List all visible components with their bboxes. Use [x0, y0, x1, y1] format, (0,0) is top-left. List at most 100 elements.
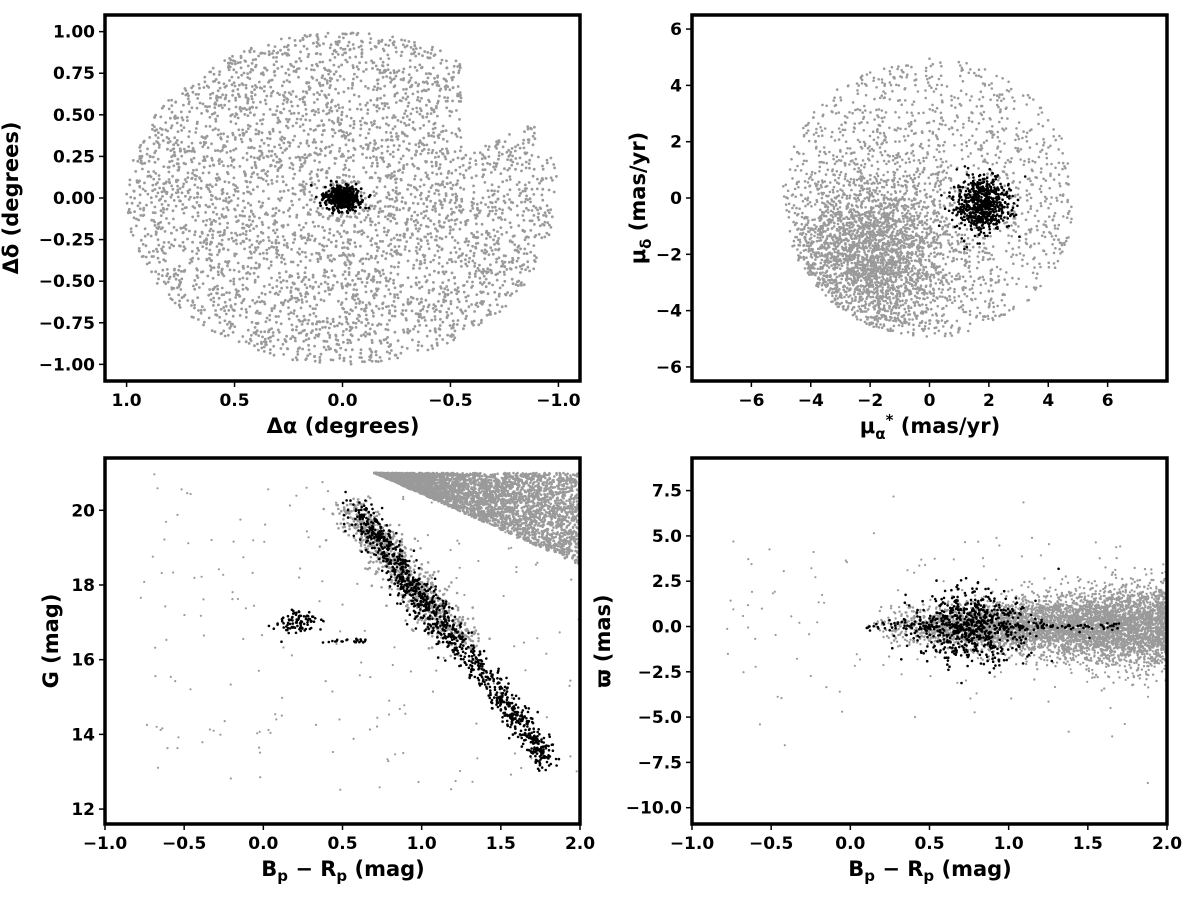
field-point — [337, 299, 340, 303]
field-point — [950, 94, 953, 98]
field-point — [484, 277, 488, 281]
field-point — [413, 174, 417, 178]
field-point — [414, 153, 417, 157]
field-point — [303, 283, 307, 286]
field-point — [417, 52, 421, 56]
field-point — [213, 106, 217, 109]
field-point — [274, 238, 278, 242]
field-point — [436, 343, 439, 347]
field-point — [490, 189, 494, 193]
field-point — [262, 350, 266, 353]
field-point — [402, 88, 405, 91]
field-point — [384, 215, 387, 219]
field-point — [1044, 253, 1048, 256]
field-point — [228, 326, 232, 330]
field-point — [128, 183, 132, 187]
field-point — [358, 302, 361, 305]
field-point — [407, 302, 410, 306]
field-point — [178, 299, 182, 303]
field-point — [316, 98, 319, 101]
field-point — [322, 299, 326, 303]
field-point — [269, 94, 273, 98]
field-point — [237, 340, 241, 344]
field-point — [241, 222, 245, 226]
field-point — [383, 294, 387, 298]
field-point — [372, 155, 375, 158]
field-point — [494, 273, 498, 276]
field-point — [295, 296, 299, 300]
field-point — [161, 268, 165, 272]
field-point — [511, 240, 514, 244]
field-point — [258, 145, 262, 148]
field-point — [837, 138, 841, 141]
field-point — [233, 115, 237, 118]
field-point — [369, 223, 373, 227]
field-point — [148, 154, 152, 158]
field-point — [282, 93, 285, 97]
field-point — [388, 344, 392, 348]
field-point — [445, 140, 449, 143]
field-point — [388, 292, 392, 296]
field-point — [391, 150, 395, 154]
field-point — [156, 222, 160, 226]
field-point — [305, 91, 309, 95]
field-point — [326, 69, 330, 72]
field-point — [500, 152, 504, 156]
field-point — [237, 76, 240, 79]
field-point — [450, 291, 453, 294]
field-point — [256, 246, 260, 249]
field-point — [324, 94, 327, 98]
field-point — [319, 352, 323, 356]
field-point — [147, 250, 151, 254]
field-point — [347, 271, 351, 274]
field-point — [532, 167, 536, 171]
field-point — [450, 131, 454, 135]
y-tick-label: −1.00 — [39, 355, 95, 375]
field-point — [318, 81, 321, 85]
field-point — [281, 52, 284, 56]
field-point — [330, 120, 334, 123]
field-point — [388, 318, 391, 322]
field-point — [533, 131, 536, 135]
field-point — [364, 285, 367, 288]
field-point — [200, 135, 204, 139]
field-point — [357, 319, 361, 323]
field-point — [451, 158, 455, 162]
field-point — [400, 345, 404, 349]
member-point — [309, 183, 313, 187]
field-point — [435, 337, 438, 341]
field-point — [374, 359, 378, 363]
field-point — [226, 261, 230, 265]
field-point — [352, 153, 355, 157]
field-point — [397, 261, 401, 264]
field-point — [364, 330, 367, 334]
field-point — [208, 125, 212, 128]
field-point — [208, 164, 212, 168]
field-point — [330, 100, 333, 104]
field-point — [480, 270, 483, 274]
member-point — [344, 190, 347, 193]
field-point — [257, 242, 261, 245]
field-point — [146, 192, 150, 196]
field-point — [325, 103, 328, 107]
field-point — [166, 147, 169, 151]
field-point — [403, 39, 407, 42]
field-point — [428, 329, 432, 333]
field-point — [979, 90, 983, 93]
field-point — [370, 338, 374, 342]
field-point — [371, 323, 374, 326]
field-point — [368, 127, 371, 131]
field-point — [383, 84, 387, 88]
field-point — [333, 48, 337, 52]
field-point — [538, 206, 542, 210]
field-point — [296, 353, 300, 356]
field-point — [276, 175, 279, 178]
field-point — [353, 72, 356, 76]
field-point — [465, 299, 468, 303]
field-point — [472, 254, 476, 258]
member-point — [331, 206, 335, 210]
field-point — [327, 93, 331, 96]
field-point — [285, 117, 288, 121]
field-point — [426, 173, 429, 177]
field-point — [323, 154, 327, 158]
